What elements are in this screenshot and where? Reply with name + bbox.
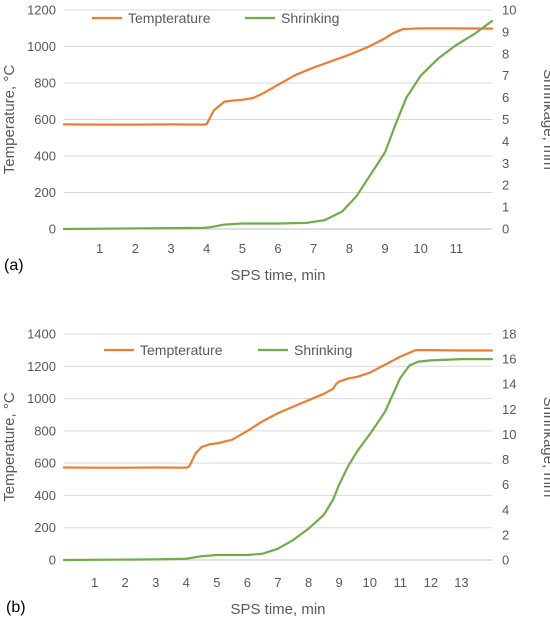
x-tick-label: 13 [454, 575, 468, 590]
x-tick-label: 7 [310, 241, 317, 256]
legend-label: Tempterature [140, 342, 223, 358]
x-tick-label: 10 [413, 241, 427, 256]
legend-label: Shrinking [281, 10, 339, 26]
x-tick-label: 9 [336, 575, 343, 590]
y-right-tick-label: 0 [502, 553, 509, 568]
x-tick-label: 4 [203, 241, 210, 256]
legend-label: Tempterature [128, 10, 211, 26]
x-tick-label: 8 [346, 241, 353, 256]
panel-label: (a) [4, 257, 24, 274]
x-tick-label: 3 [152, 575, 159, 590]
x-tick-label: 6 [244, 575, 251, 590]
x-axis-title: SPS time, min [230, 601, 325, 618]
x-tick-label: 2 [122, 575, 129, 590]
x-tick-label: 11 [450, 241, 464, 256]
x-tick-label: 7 [274, 575, 281, 590]
x-tick-label: 6 [274, 241, 281, 256]
y-right-tick-label: 10 [502, 3, 516, 18]
y-axis-title: Temperature, °C [1, 65, 18, 175]
panel-label: (b) [6, 599, 26, 616]
chart-panel-b: 0200400600800100012001400024681012141618… [1, 327, 550, 619]
y-tick-label: 600 [34, 112, 56, 127]
x-tick-label: 9 [381, 241, 388, 256]
y-right-tick-label: 4 [502, 502, 509, 517]
x-tick-label: 4 [183, 575, 190, 590]
y-right-tick-label: 12 [502, 402, 516, 417]
y-tick-label: 600 [34, 456, 56, 471]
x-tick-label: 1 [91, 575, 98, 590]
y-right-tick-label: 0 [502, 222, 509, 237]
x-tick-label: 5 [213, 575, 220, 590]
y-tick-label: 800 [34, 423, 56, 438]
x-tick-label: 1 [96, 241, 103, 256]
series-line-shrinking [64, 359, 492, 560]
y-axis-title: Temperature, °C [1, 392, 18, 502]
y-tick-label: 800 [34, 76, 56, 91]
x-tick-label: 2 [132, 241, 139, 256]
y-right-tick-label: 10 [502, 427, 516, 442]
y-tick-label: 200 [34, 520, 56, 535]
y-right-tick-label: 18 [502, 327, 516, 342]
y-right-tick-label: 9 [502, 24, 509, 39]
y-tick-label: 1200 [27, 3, 56, 18]
y-tick-label: 0 [49, 222, 56, 237]
y-tick-label: 1000 [27, 39, 56, 54]
y-right-tick-label: 6 [502, 90, 509, 105]
y-right-axis-title: Shrinkage, mm [540, 69, 550, 170]
y-right-tick-label: 8 [502, 46, 509, 61]
chart-panel-a: 0 200 400 600 800 1000 1200 0 1 2 3 4 5 6 7 8 9 10 1 2 3 4 5 6 7… [1, 3, 550, 285]
y-right-axis-title: Shrinkage, mm [540, 397, 550, 498]
legend-label: Shrinking [294, 342, 352, 358]
y-tick-label: 400 [34, 149, 56, 164]
y-tick-label: 1000 [27, 391, 56, 406]
y-right-tick-label: 8 [502, 452, 509, 467]
y-right-tick-label: 16 [502, 352, 516, 367]
y-right-tick-label: 14 [502, 377, 516, 392]
y-right-tick-label: 4 [502, 134, 509, 149]
y-right-tick-label: 2 [502, 527, 509, 542]
y-right-tick-label: 5 [502, 112, 509, 127]
y-tick-label: 1200 [27, 359, 56, 374]
y-right-tick-label: 2 [502, 178, 509, 193]
y-right-tick-label: 1 [502, 200, 509, 215]
x-tick-label: 5 [239, 241, 246, 256]
x-tick-label: 12 [424, 575, 438, 590]
y-tick-label: 200 [34, 185, 56, 200]
x-tick-label: 10 [362, 575, 376, 590]
y-right-tick-label: 7 [502, 68, 509, 83]
y-right-tick-label: 6 [502, 477, 509, 492]
x-tick-label: 3 [167, 241, 174, 256]
y-tick-label: 0 [49, 553, 56, 568]
x-tick-label: 11 [394, 575, 408, 590]
series-line-temperature [64, 28, 492, 124]
x-axis-title: SPS time, min [230, 267, 325, 284]
x-tick-label: 8 [305, 575, 312, 590]
y-right-tick-label: 3 [502, 156, 509, 171]
y-tick-label: 400 [34, 488, 56, 503]
y-tick-label: 1400 [27, 327, 56, 342]
series-line-temperature [64, 350, 492, 468]
